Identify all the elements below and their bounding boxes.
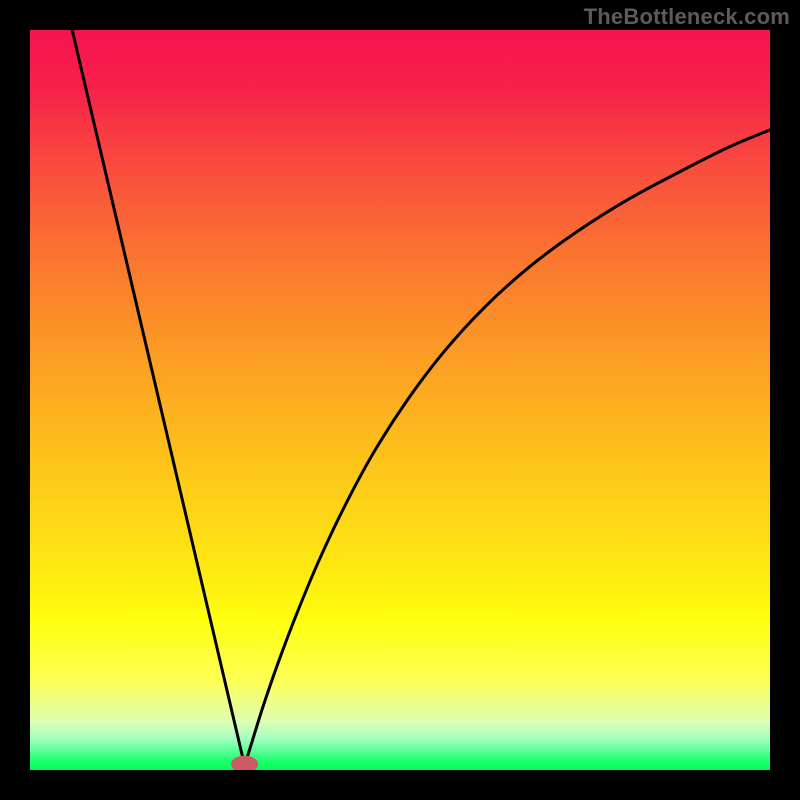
plot-area	[30, 30, 770, 770]
gradient-background	[30, 30, 770, 770]
chart-container: { "watermark": "TheBottleneck.com", "cha…	[0, 0, 800, 800]
vertex-marker	[232, 756, 258, 770]
gradient-chart	[30, 30, 770, 770]
watermark-text: TheBottleneck.com	[584, 4, 790, 30]
